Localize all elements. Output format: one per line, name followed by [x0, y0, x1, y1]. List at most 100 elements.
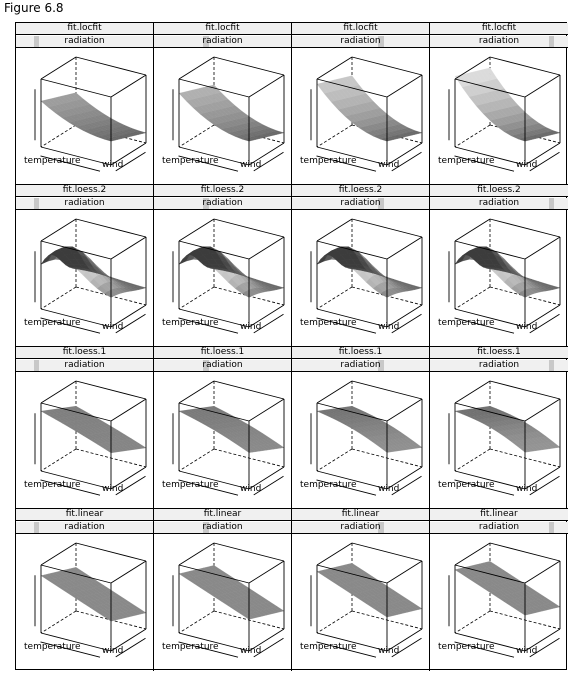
axis-label-temperature: temperature — [24, 480, 81, 490]
box-edge — [178, 470, 250, 490]
box-edge — [75, 542, 147, 562]
box-edge — [248, 304, 285, 328]
axis-label-wind: wind — [240, 646, 261, 656]
axis-arrows — [34, 251, 146, 334]
strip-level-indicator — [378, 198, 384, 209]
box-edge — [524, 398, 561, 422]
panel: fit.locfit radiation temperature wind — [430, 23, 568, 185]
box-edge — [248, 398, 285, 422]
surface-facet — [40, 254, 52, 265]
box-edge — [40, 632, 112, 652]
surface-plot: temperature wind — [162, 56, 285, 172]
surface-mesh — [316, 406, 423, 453]
strip-model-label: fit.linear — [203, 509, 242, 519]
surface-facet — [454, 568, 466, 575]
surface-mesh — [178, 246, 285, 298]
panel: fit.loess.2 radiation temperature wind — [154, 185, 292, 347]
surface-facet — [454, 410, 467, 415]
box-edge — [386, 142, 423, 166]
strip-model-label: fit.locfit — [205, 23, 240, 33]
axis-arrows — [34, 413, 146, 496]
surface-plot: temperature wind — [300, 380, 423, 496]
surface-facet — [178, 410, 190, 415]
box-edge — [178, 56, 215, 80]
box-edge — [40, 470, 112, 490]
box-edge — [178, 542, 215, 566]
box-edge — [110, 304, 147, 328]
box-edge — [75, 56, 147, 76]
strip-level-indicator — [548, 36, 555, 47]
axis-label-temperature: temperature — [300, 642, 357, 652]
axis-arrows — [448, 413, 560, 496]
surface-facet — [40, 574, 52, 581]
box-edge — [40, 380, 77, 404]
surface-plot: temperature wind — [24, 380, 147, 496]
box-edge — [316, 632, 388, 652]
strip-model-label: fit.loess.2 — [477, 185, 521, 195]
box-edge — [454, 402, 526, 422]
surface-facet — [454, 254, 466, 265]
strip-condition-label: radiation — [340, 36, 381, 46]
strip-model-label: fit.loess.2 — [338, 185, 383, 195]
strip-level-indicator — [548, 522, 555, 533]
surface-mesh — [40, 246, 147, 298]
axis-arrows — [34, 575, 146, 658]
box-edge — [454, 56, 491, 80]
box-edge — [524, 466, 561, 490]
box-edge — [386, 236, 423, 260]
box-edge — [248, 236, 285, 260]
box-edge — [351, 56, 423, 76]
surface-facet — [40, 410, 52, 416]
strip-model-label: fit.loess.2 — [62, 185, 107, 195]
box-edge — [40, 542, 77, 566]
surface-facet — [316, 570, 328, 577]
box-edge — [178, 380, 215, 404]
panel: fit.loess.2 radiation temperature wind — [16, 185, 154, 347]
strip-model-label: fit.locfit — [67, 23, 102, 33]
axis-label-temperature: temperature — [162, 480, 219, 490]
axis-label-wind: wind — [516, 322, 537, 332]
axis-label-wind: wind — [516, 646, 537, 656]
axis-label-wind: wind — [240, 160, 261, 170]
box-edge — [316, 78, 388, 98]
surface-plot: temperature wind — [162, 542, 285, 658]
strip-condition: radiation — [154, 360, 291, 372]
axis-label-temperature: temperature — [162, 318, 219, 328]
strip-model: fit.locfit — [292, 23, 429, 35]
box-edge — [40, 218, 77, 242]
box-edge — [386, 398, 423, 422]
axis-label-temperature: temperature — [438, 318, 495, 328]
strip-model: fit.loess.1 — [430, 347, 568, 359]
box-edge — [454, 380, 491, 404]
strip-level-indicator — [33, 198, 40, 209]
axis-arrows — [310, 89, 422, 172]
axis-label-temperature: temperature — [24, 318, 81, 328]
surface-mesh — [454, 406, 561, 453]
axis-label-temperature: temperature — [300, 156, 357, 166]
strip-condition: radiation — [292, 198, 429, 210]
panel: fit.linear radiation temperature wind — [154, 509, 292, 671]
axis-arrows — [448, 575, 560, 658]
strip-model: fit.locfit — [16, 23, 153, 35]
box-edge — [454, 146, 526, 166]
box-edge — [489, 56, 561, 76]
axis-label-temperature: temperature — [24, 156, 81, 166]
box-edge — [213, 218, 285, 238]
box-edge — [454, 240, 526, 260]
strip-level-indicator — [33, 36, 40, 47]
box-edge — [386, 466, 423, 490]
axis-arrows — [172, 89, 284, 172]
axis-label-temperature: temperature — [300, 480, 357, 490]
strip-level-indicator — [33, 360, 40, 371]
panel: fit.loess.2 radiation temperature wind — [292, 185, 430, 347]
axis-label-wind: wind — [102, 646, 123, 656]
box-edge — [489, 218, 561, 238]
strip-condition-label: radiation — [64, 522, 105, 532]
surface-mesh — [316, 246, 423, 298]
surface-plot: temperature wind — [438, 542, 561, 658]
strip-condition-label: radiation — [340, 198, 381, 208]
strip-condition-label: radiation — [202, 522, 243, 532]
panel: fit.loess.1 radiation temperature wind — [292, 347, 430, 509]
axis-label-temperature: temperature — [438, 642, 495, 652]
strip-model: fit.loess.1 — [154, 347, 291, 359]
